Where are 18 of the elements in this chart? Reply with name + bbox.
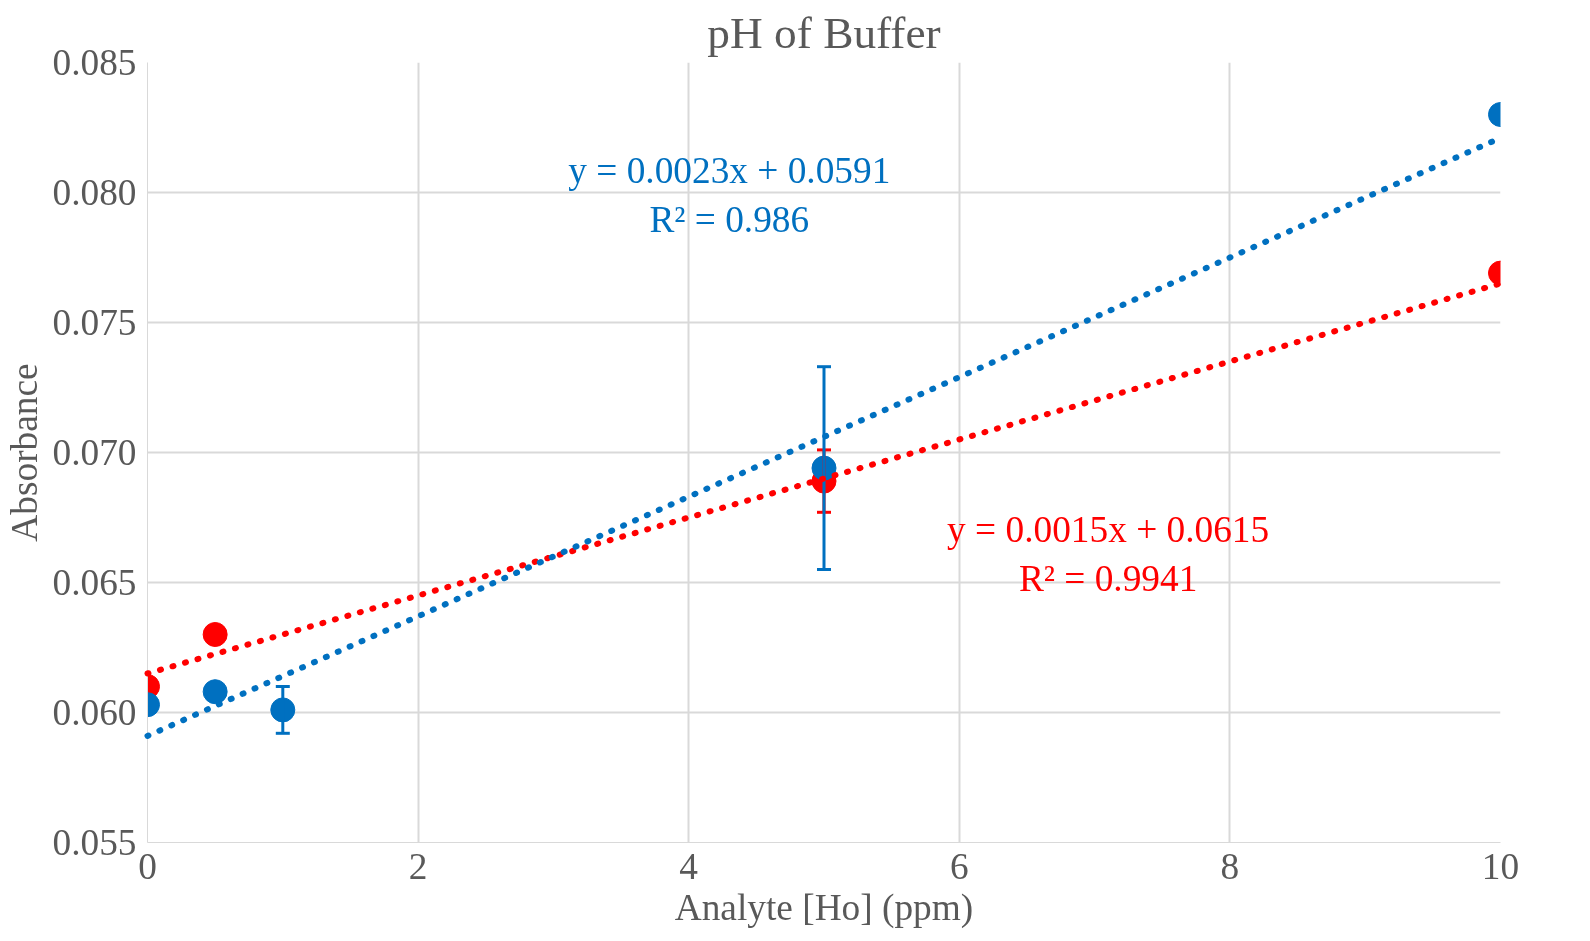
x-tick-label: 0 bbox=[138, 845, 157, 887]
y-tick-label: 0.080 bbox=[52, 172, 137, 213]
y-tick-label: 0.055 bbox=[52, 822, 137, 863]
x-tick-label: 6 bbox=[949, 845, 969, 887]
x-tick-label: 4 bbox=[679, 845, 699, 887]
y-tick-label: 0.075 bbox=[52, 302, 137, 343]
y-axis-title: Absorbance bbox=[3, 363, 45, 542]
annotation: y = 0.0023x + 0.0591 R² = 0.986 bbox=[568, 150, 891, 241]
y-tick-label: 0.065 bbox=[52, 562, 137, 603]
y-tick-label: 0.060 bbox=[52, 692, 137, 733]
y-tick-label: 0.085 bbox=[52, 42, 137, 83]
x-tick-label: 8 bbox=[1220, 845, 1240, 887]
x-axis-title: Analyte [Ho] (ppm) bbox=[674, 886, 974, 929]
annotation: y = 0.0015x + 0.0615 R² = 0.9941 bbox=[947, 508, 1270, 599]
y-tick-label: 0.070 bbox=[52, 432, 137, 473]
x-tick-label: 2 bbox=[408, 845, 428, 887]
chart-title: pH of Buffer bbox=[707, 7, 941, 58]
x-tick-label: 10 bbox=[1481, 845, 1520, 887]
